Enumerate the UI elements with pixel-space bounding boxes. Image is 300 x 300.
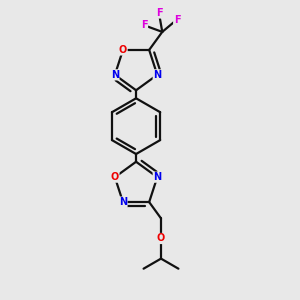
Text: N: N: [119, 197, 127, 207]
Text: O: O: [157, 233, 165, 244]
Text: F: F: [174, 14, 180, 25]
Text: F: F: [141, 20, 148, 30]
Text: O: O: [119, 45, 127, 55]
Text: O: O: [111, 172, 119, 182]
Text: N: N: [111, 70, 119, 80]
Text: N: N: [153, 172, 161, 182]
Text: F: F: [156, 8, 162, 18]
Text: N: N: [153, 70, 161, 80]
